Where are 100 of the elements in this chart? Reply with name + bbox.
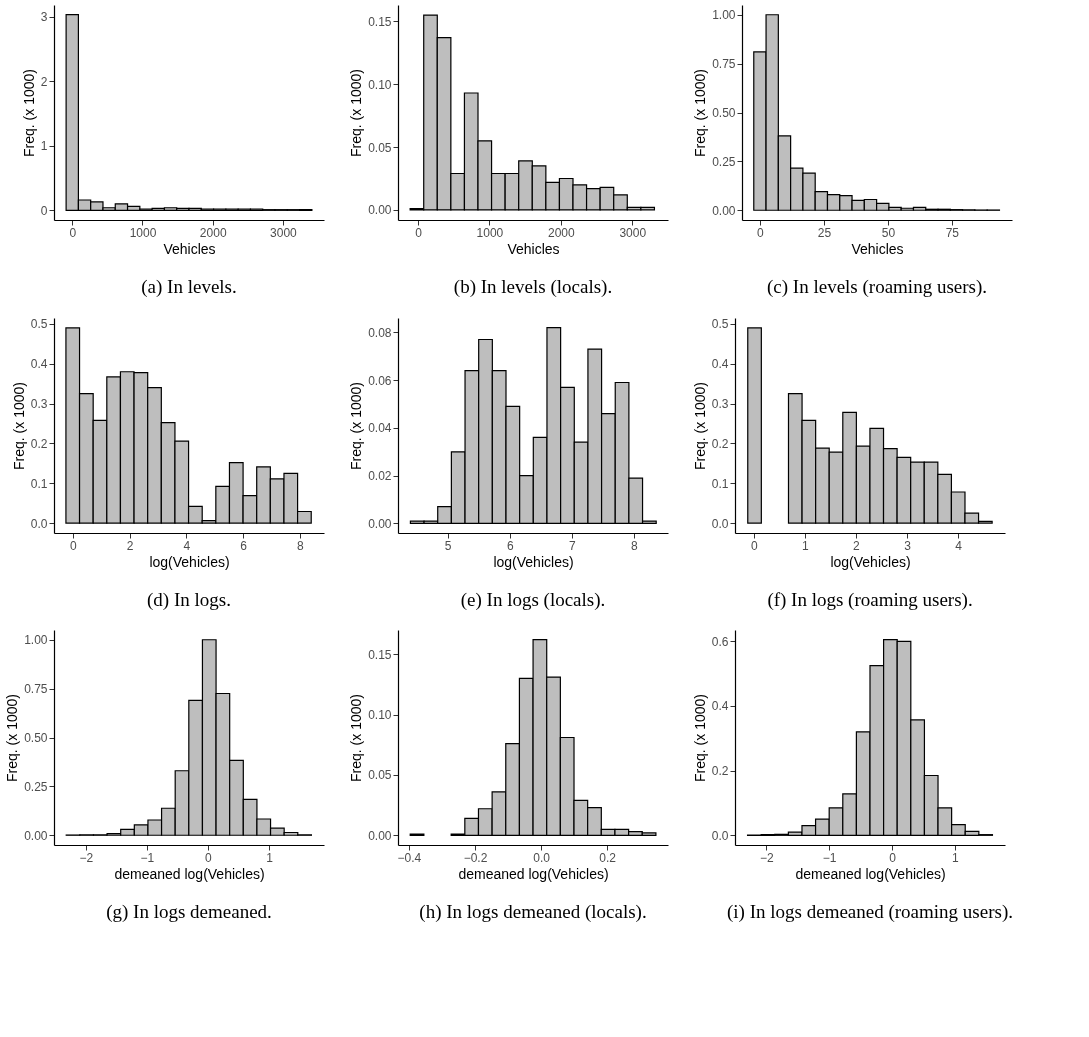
text: (d) In logs. [147,589,231,611]
x-tick-label: −0.4 [397,850,422,865]
x-axis-title: log(Vehicles) [149,553,230,570]
x-axis-title: Vehicles [507,240,560,257]
y-axis-title: Freq. (x 1000) [348,694,365,782]
y-tick-label: 0.0 [711,516,729,531]
y-tick-label: 0.50 [24,731,48,745]
text: (h) In logs demeaned (locals). [419,901,647,923]
y-tick-label: 0.2 [711,764,729,779]
x-tick-label: 6 [240,538,248,553]
x-tick-label: 7 [568,538,576,553]
x-tick-label: 0.2 [599,850,617,865]
x-axis-title: demeaned log(Vehicles) [114,865,265,882]
x-tick-label: 8 [631,538,639,553]
x-tick-label: 0 [69,538,77,553]
x-tick-label: 1000 [476,225,504,240]
y-tick-label: 0.75 [712,57,736,72]
x-tick-label: 0 [889,850,897,865]
x-tick-label: 1000 [129,225,157,240]
text: (e) In logs (locals). [460,589,606,611]
y-tick-label: 0.2 [711,436,729,451]
y-tick-label: 1.00 [712,8,736,23]
x-tick-label: 4 [183,538,191,553]
y-tick-label: 1.00 [24,633,48,648]
text: (c) In levels (roaming users). [766,276,988,298]
x-tick-label: 3 [904,538,912,553]
x-tick-label: 4 [955,538,963,553]
y-tick-label: 0.25 [712,154,736,169]
y-tick-label: 0.02 [368,469,392,484]
x-tick-label: 8 [297,538,305,553]
x-tick-label: 3000 [619,225,647,240]
x-tick-label: −1 [822,850,837,865]
y-tick-label: 0.5 [711,317,729,332]
y-axis-title: Freq. (x 1000) [692,69,709,157]
x-tick-label: 0 [415,225,423,240]
x-tick-label: −1 [140,850,155,865]
x-tick-label: 2000 [199,225,227,240]
x-tick-label: 6 [506,538,514,553]
y-tick-label: 0.00 [712,203,736,218]
y-axis-title: Freq. (x 1000) [348,69,365,157]
y-tick-label: 0.10 [368,77,392,92]
x-tick-label: 0 [757,225,765,240]
text: (i) In logs demeaned (roaming users). [727,901,1013,923]
y-tick-label: 2 [40,74,48,89]
y-tick-label: 0.0 [711,828,729,843]
x-tick-label: −0.2 [463,850,488,865]
x-axis-title: demeaned log(Vehicles) [795,865,946,882]
x-tick-label: 3000 [270,225,298,240]
x-tick-label: 50 [881,225,896,240]
text: (b) In levels (locals). [453,276,613,298]
x-tick-label: −2 [760,850,775,865]
text: (f) In logs (roaming users). [767,589,973,611]
x-tick-label: 0 [205,850,213,865]
x-tick-label: −2 [79,850,94,865]
y-tick-label: 0.4 [30,357,48,372]
text: (a) In levels. [141,276,237,298]
y-tick-label: 0.5 [30,317,48,332]
y-tick-label: 0.2 [30,436,48,451]
x-axis-title: demeaned log(Vehicles) [458,865,609,882]
y-tick-label: 0.25 [24,779,48,794]
y-tick-label: 0.04 [368,421,392,436]
y-tick-label: 0.00 [368,828,392,843]
y-axis-title: Freq. (x 1000) [691,694,708,782]
text: (g) In logs demeaned. [106,901,272,923]
y-tick-label: 0.05 [368,140,392,155]
x-axis-title: log(Vehicles) [830,553,911,570]
x-tick-label: 2 [126,538,134,553]
y-tick-label: 0.10 [368,708,392,723]
y-axis-title: Freq. (x 1000) [4,694,21,782]
x-axis-title: log(Vehicles) [493,553,574,570]
y-tick-label: 0.6 [711,634,729,649]
x-tick-label: 5 [444,538,452,553]
y-tick-label: 0.00 [24,828,48,843]
y-tick-label: 0.4 [711,357,729,372]
y-tick-label: 0.4 [711,699,729,714]
x-axis-title: Vehicles [163,240,216,257]
x-tick-label: 75 [945,225,960,240]
y-axis-title: Freq. (x 1000) [20,69,37,157]
y-tick-label: 1 [40,139,48,154]
x-tick-label: 1 [266,850,274,865]
y-tick-label: 0.06 [368,373,392,388]
x-tick-label: 0 [751,538,759,553]
y-tick-label: 0.15 [368,14,392,29]
y-tick-label: 0.00 [368,516,392,531]
y-axis-title: Freq. (x 1000) [348,382,365,470]
y-axis-title: Freq. (x 1000) [691,382,708,470]
y-tick-label: 0.15 [368,647,392,662]
y-tick-label: 0.50 [712,106,736,120]
y-tick-label: 0.00 [368,203,392,218]
y-tick-label: 3 [40,10,48,25]
y-tick-label: 0.1 [30,476,48,491]
y-axis-title: Freq. (x 1000) [10,382,27,470]
x-tick-label: 1 [802,538,810,553]
y-tick-label: 0.08 [368,325,392,340]
y-tick-label: 0.05 [368,768,392,783]
x-tick-label: 2 [853,538,861,553]
y-tick-label: 0.75 [24,682,48,697]
y-tick-label: 0.1 [711,476,729,491]
x-axis-title: Vehicles [851,240,904,257]
x-tick-label: 0.0 [533,850,551,865]
